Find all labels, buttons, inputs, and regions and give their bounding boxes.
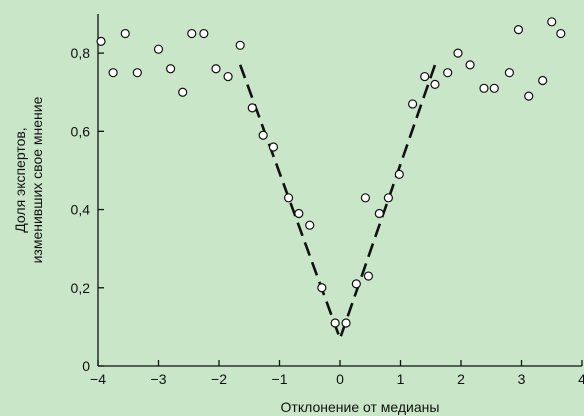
x-tick-label: 2	[457, 371, 465, 387]
data-point	[211, 64, 221, 74]
data-point	[247, 103, 257, 113]
data-point	[547, 17, 557, 27]
data-point	[268, 142, 279, 152]
x-tick-label: 0	[336, 371, 344, 387]
data-point	[479, 83, 489, 93]
x-tick-label: −3	[151, 371, 167, 387]
x-tick-label: −2	[211, 371, 227, 387]
y-tick-label: 0,4	[71, 202, 91, 218]
data-point	[294, 208, 304, 219]
data-point	[360, 193, 371, 203]
data-point	[504, 68, 514, 78]
x-tick-label: −4	[90, 371, 106, 387]
data-point	[96, 36, 106, 46]
x-tick-label: 4	[578, 371, 584, 387]
data-point	[513, 25, 524, 35]
y-ticks: 0 0,2 0,4 0,6 0,8	[71, 45, 104, 374]
data-point	[430, 79, 440, 90]
data-point	[166, 64, 176, 74]
data-point	[524, 91, 534, 101]
data-point	[235, 40, 245, 50]
x-axis-label: Отклонение от медианы	[281, 399, 440, 415]
y-tick-label: 0,2	[71, 280, 91, 296]
x-ticks: −4 −3 −2 −1 0 1 2 3 4	[90, 360, 584, 387]
data-point	[408, 99, 418, 109]
y-axis-label-line-2: изменивших свое мнение	[29, 96, 45, 263]
data-point	[305, 220, 315, 230]
data-point	[223, 71, 233, 82]
data-point	[374, 208, 384, 219]
data-point	[132, 68, 142, 78]
data-point	[489, 83, 499, 93]
data-point	[108, 68, 118, 78]
data-point	[187, 28, 197, 39]
x-tick-label: 3	[518, 371, 526, 387]
y-tick-label: 0	[82, 358, 90, 374]
data-point	[199, 28, 209, 39]
data-point	[538, 75, 548, 86]
data-points	[96, 17, 566, 328]
data-point	[453, 48, 463, 58]
data-point	[330, 318, 340, 328]
data-point	[363, 271, 374, 281]
data-point	[443, 68, 453, 78]
data-point	[120, 28, 130, 39]
data-point	[283, 193, 294, 203]
data-point	[556, 28, 566, 39]
data-point	[341, 318, 351, 328]
data-point	[153, 44, 164, 54]
data-point	[465, 60, 475, 70]
data-point	[420, 71, 430, 82]
y-tick-label: 0,8	[71, 45, 91, 61]
x-tick-label: 1	[397, 371, 405, 387]
trend-line	[238, 64, 437, 343]
y-axis-label-line-1: Доля экспертов,	[12, 127, 28, 232]
y-tick-label: 0,6	[71, 123, 91, 139]
data-point	[178, 87, 188, 97]
data-point	[258, 130, 268, 140]
data-point	[394, 169, 404, 179]
trend-line-group	[238, 64, 437, 343]
data-point	[351, 279, 361, 289]
x-tick-label: −1	[272, 371, 288, 387]
data-point	[317, 283, 327, 293]
data-point	[383, 193, 393, 203]
